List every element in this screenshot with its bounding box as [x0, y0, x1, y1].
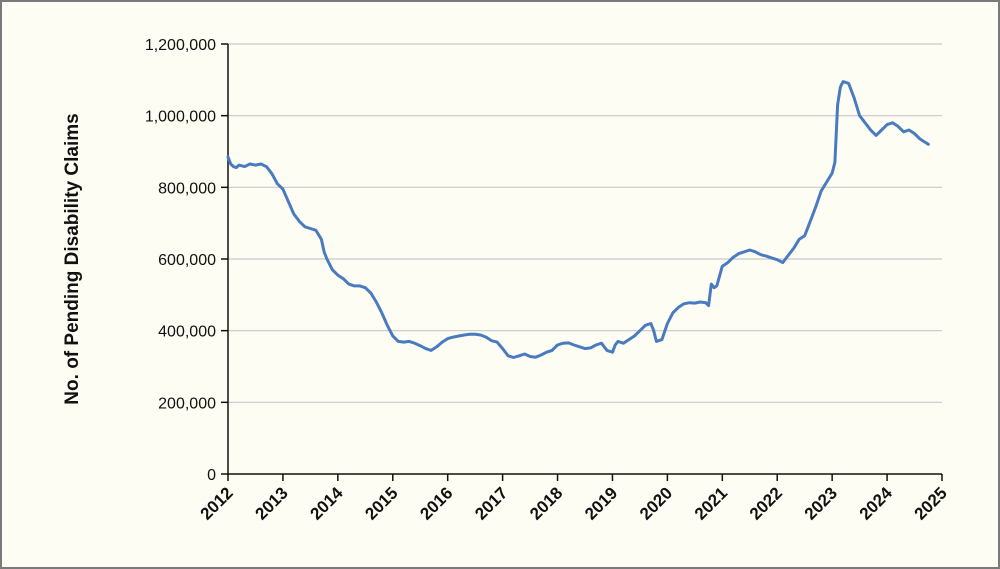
- x-tick-label: 2016: [416, 483, 456, 523]
- gridlines: [228, 43, 942, 403]
- x-tick-label: 2022: [746, 483, 786, 523]
- x-tick-label: 2014: [306, 483, 347, 524]
- x-tick-label: 2018: [526, 483, 566, 523]
- x-tick-label: 2015: [361, 483, 401, 523]
- y-tick-label: 600,000: [158, 252, 216, 269]
- y-tick-label: 1,000,000: [145, 109, 216, 126]
- x-tick-label: 2013: [252, 483, 292, 523]
- x-tick-label: 2021: [691, 483, 731, 523]
- y-tick-label: 400,000: [158, 324, 216, 341]
- y-axis-title: No. of Pending Disability Claims: [62, 113, 83, 404]
- x-axis-ticks: 2012 2013 2014 2015 2016 2017 2018 2019 2020 2021…: [197, 474, 951, 524]
- y-tick-label: 0: [207, 467, 216, 484]
- y-tick-label: 1,200,000: [145, 37, 216, 54]
- y-tick-label: 200,000: [158, 395, 216, 412]
- y-tick-label: 800,000: [158, 180, 216, 197]
- y-axis-ticks: 0 200,000 400,000 600,000 800,000 1,000,000 1,…: [145, 37, 228, 484]
- x-tick-label: 2024: [856, 483, 897, 524]
- x-tick-label: 2020: [636, 483, 676, 523]
- x-tick-label: 2012: [197, 483, 237, 523]
- x-tick-label: 2023: [801, 483, 841, 523]
- series-line: [226, 80, 930, 359]
- x-tick-label: 2025: [911, 483, 951, 523]
- x-tick-label: 2019: [581, 483, 621, 523]
- x-tick-label: 2017: [471, 483, 511, 523]
